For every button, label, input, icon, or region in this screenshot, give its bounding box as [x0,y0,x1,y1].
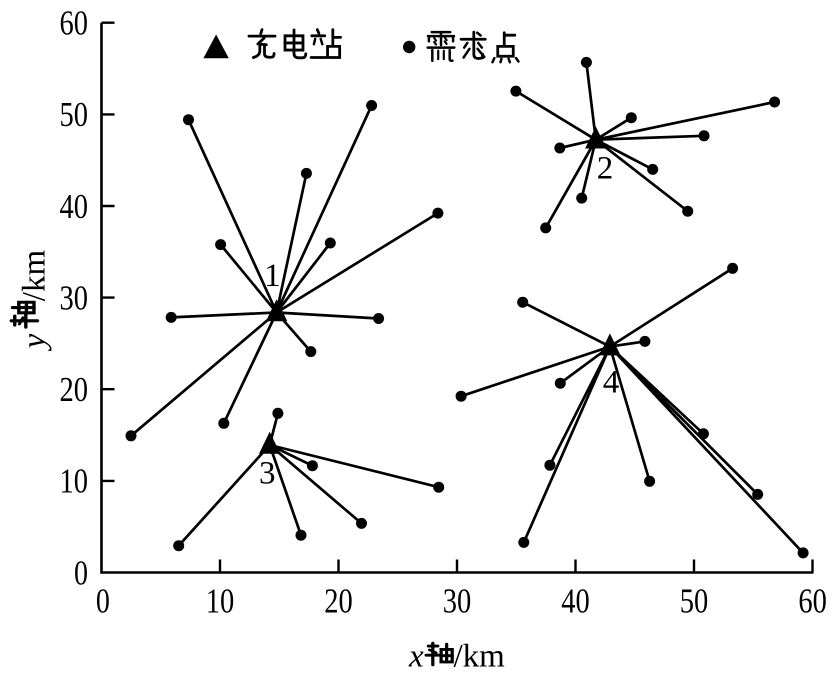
svg-text:10: 10 [60,462,89,501]
svg-text:y: y [17,333,53,351]
svg-text:60: 60 [798,582,827,621]
svg-text:50: 50 [680,582,709,621]
svg-text:40: 40 [60,187,89,226]
svg-text:0: 0 [96,582,110,621]
svg-text:20: 20 [60,370,89,409]
svg-text:/km: /km [454,638,506,674]
svg-text:10: 10 [206,582,235,621]
svg-text:30: 30 [443,582,472,621]
svg-text:4: 4 [603,364,620,400]
svg-text:/km: /km [17,250,53,302]
svg-text:3: 3 [259,456,276,492]
svg-text:20: 20 [324,582,353,621]
svg-text:1: 1 [264,258,281,294]
svg-text:60: 60 [60,4,89,43]
svg-text:x: x [408,638,424,674]
svg-text:40: 40 [561,582,590,621]
svg-text:0: 0 [74,553,88,592]
svg-text:50: 50 [60,95,89,134]
svg-text:2: 2 [597,151,614,187]
svg-text:30: 30 [60,278,89,317]
